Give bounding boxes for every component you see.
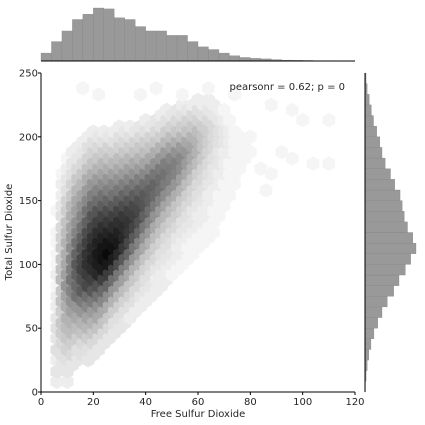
marginal-x-bar	[229, 55, 241, 62]
marginal-x-bar	[124, 19, 136, 62]
marginal-x-bar	[135, 26, 146, 62]
marginal-x-bar	[72, 19, 84, 62]
marginal-y-bar	[364, 136, 381, 148]
hexbin-cell	[306, 156, 320, 171]
hexbin-cell	[296, 112, 309, 128]
hexbin-cell	[223, 112, 236, 128]
hexbin-cell	[92, 87, 105, 102]
marginal-y-bar	[364, 200, 403, 212]
marginal-y-bar	[364, 242, 417, 254]
hexbin-cell	[149, 81, 163, 96]
y-tick-label: 50	[25, 324, 38, 335]
hexbin-cell	[259, 183, 273, 198]
marginal-x-bar	[218, 52, 230, 62]
marginal-x-bar	[82, 14, 94, 62]
marginal-y-bar	[364, 115, 374, 127]
marginal-y-bar	[364, 94, 370, 106]
marginal-x-bar	[145, 30, 157, 62]
hexbin-cell	[223, 188, 236, 203]
x-tick-label: 100	[293, 397, 312, 408]
marginal-x-bar	[239, 57, 251, 62]
y-axis-label: Total Sulfur Dioxide	[4, 184, 15, 282]
marginal-y-bar	[364, 126, 377, 137]
hexbin-cell	[275, 144, 289, 160]
marginal-y-bar	[364, 285, 394, 297]
hexbin-cells	[50, 81, 336, 390]
x-axis-label: Free Sulfur Dioxide	[151, 409, 246, 420]
marginal-y-bar	[364, 349, 369, 361]
marginal-x-bar	[93, 7, 104, 62]
marginal-y-bar	[364, 147, 383, 159]
x-tick-label: 120	[345, 397, 364, 408]
hexbin-cell	[322, 156, 336, 171]
marginal-y-bar	[364, 211, 405, 223]
marginal-x-bar	[187, 41, 199, 62]
hexbin-cell	[254, 161, 268, 176]
x-tick-label: 60	[192, 397, 205, 408]
marginal-y-bar	[364, 338, 372, 350]
hexbin-cell	[60, 374, 74, 390]
marginal-y-bar	[364, 232, 413, 244]
marginal-x-bar	[166, 35, 178, 62]
marginal-x-bar	[103, 8, 115, 62]
x-tick-label: 80	[244, 397, 257, 408]
hexbin-cell	[264, 97, 278, 113]
marginal-x-bar	[40, 52, 52, 62]
hexbin-cell	[76, 81, 90, 96]
x-tick-label: 20	[87, 397, 100, 408]
marginal-x-bar	[61, 30, 73, 62]
marginal-y-bar	[364, 306, 383, 318]
hexbin-cell	[322, 112, 336, 128]
y-tick-label: 150	[19, 196, 38, 207]
x-tick-label: 0	[38, 397, 44, 408]
marginal-x-bar	[51, 41, 63, 62]
marginal-x-bar	[197, 46, 209, 62]
hexbin-cell	[285, 102, 299, 118]
marginal-y-bar	[364, 317, 378, 329]
y-tick-labels: 0 50 100 150 200 250	[19, 69, 41, 399]
marginal-y-bar	[364, 274, 400, 286]
marginal-y-bar	[364, 104, 372, 116]
marginal-y-bar	[364, 157, 386, 169]
y-tick-label: 250	[19, 69, 38, 80]
x-tick-label: 40	[139, 397, 152, 408]
hexbin-cell	[228, 176, 241, 192]
hexbin-cell	[228, 87, 241, 102]
marginal-y-bar	[364, 189, 401, 201]
x-tick-labels: 0 20 40 60 80 100 120	[38, 392, 365, 408]
y-tick-label: 0	[32, 388, 38, 399]
hexbin-cell	[285, 151, 299, 166]
hexbin-cell	[175, 87, 189, 102]
marginal-y-bar	[364, 179, 395, 191]
hexbin-cell	[244, 144, 257, 160]
marginal-x-bar	[114, 17, 125, 62]
marginal-x-bar	[155, 30, 167, 62]
marginal-y-bar	[364, 221, 408, 233]
marginal-y-bar	[364, 296, 388, 308]
marginal-y-bar	[364, 328, 375, 339]
marginal-x-bar	[176, 35, 188, 62]
marginal-x-bar	[208, 49, 220, 62]
marginal-y-bar	[364, 168, 391, 180]
marginal-y-bar	[364, 264, 406, 276]
hexbin-cell	[202, 81, 215, 96]
hexbin-cell	[244, 129, 257, 145]
hexbin-cell	[264, 166, 278, 182]
hexbin-cell	[207, 225, 221, 240]
hexbin-cell	[134, 87, 147, 102]
y-tick-label: 100	[19, 260, 38, 271]
pearson-annotation: pearsonr = 0.62; p = 0	[229, 82, 345, 93]
y-tick-label: 200	[19, 132, 38, 143]
marginal-y-bar	[364, 253, 411, 265]
